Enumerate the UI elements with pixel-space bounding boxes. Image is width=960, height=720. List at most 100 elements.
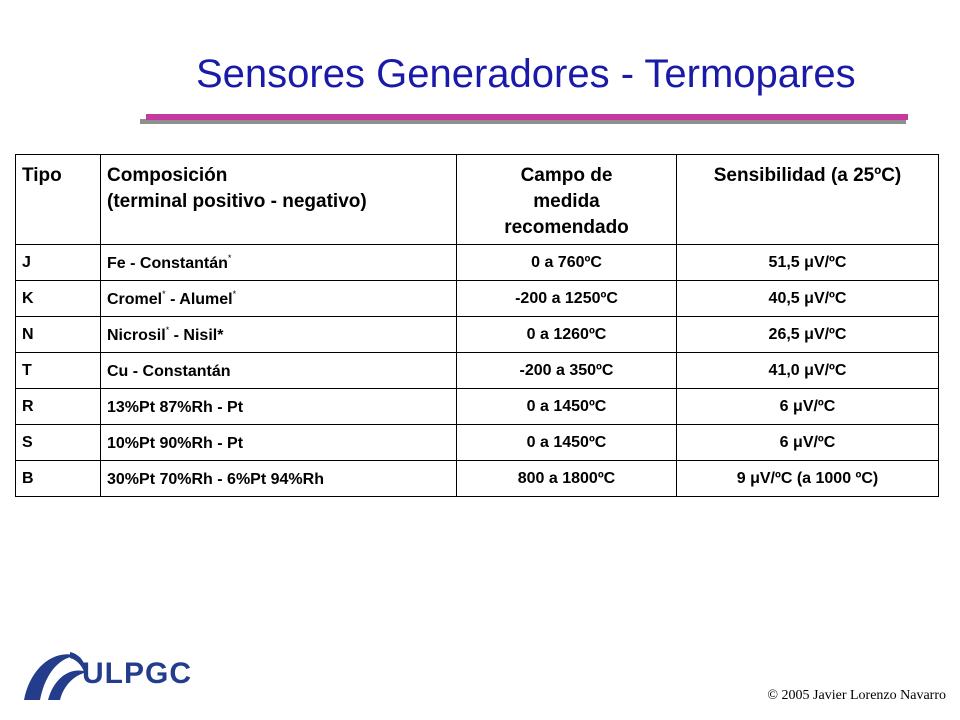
cell-comp-part-b: - Nisil*: [169, 326, 224, 344]
table-row: N Nicrosil* - Nisil* 0 a 1260ºC 26,5 μV/ºC: [15, 316, 939, 353]
header-campo: Campo de medida recomendado: [456, 154, 677, 245]
cell-tipo-text: K: [22, 289, 34, 307]
table-row: K Cromel* - Alumel* -200 a 1250ºC 40,5 μV/º…: [15, 280, 939, 317]
cell-comp-sup-a: *: [165, 324, 170, 335]
header-sensibilidad-label: Sensibilidad (a 25ºC): [713, 165, 902, 186]
cell-campo: 0 a 760ºC: [456, 244, 677, 281]
cell-comp-part-a: Cromel: [107, 290, 163, 308]
cell-tipo-text: N: [22, 325, 34, 343]
cell-campo-text: -200 a 350ºC: [519, 361, 614, 379]
cell-sens-number: 6: [779, 433, 794, 451]
cell-campo: 0 a 1450ºC: [456, 388, 677, 425]
cell-comp-part-a: Cu - Constantán: [107, 362, 231, 380]
cell-composicion: Fe - Constantán*: [100, 244, 457, 281]
cell-tipo: B: [15, 460, 101, 497]
table-row: T Cu - Constantán -200 a 350ºC 41,0 μV/ºC: [15, 352, 939, 389]
cell-composicion: Cu - Constantán: [100, 352, 457, 389]
cell-tipo: T: [15, 352, 101, 389]
title-underline-shadow: [140, 119, 906, 124]
cell-comp-part-a: 30%Pt 70%Rh - 6%Pt 94%Rh: [107, 470, 324, 488]
header-campo-line2: medida: [533, 191, 600, 212]
cell-sens-mu: μ: [793, 433, 803, 451]
header-campo-line3: recomendado: [504, 217, 629, 238]
cell-campo-text: 0 a 1450ºC: [526, 433, 607, 451]
cell-campo-text: -200 a 1250ºC: [515, 289, 618, 307]
cell-sensibilidad: 51,5 μV/ºC: [676, 244, 939, 281]
header-campo-line1: Campo de: [520, 165, 613, 186]
cell-comp-part-a: 13%Pt 87%Rh - Pt: [107, 398, 244, 416]
cell-sens-number: 26,5: [768, 325, 805, 343]
cell-campo-text: 800 a 1800ºC: [517, 469, 616, 487]
table-row: J Fe - Constantán* 0 a 760ºC 51,5 μV/ºC: [15, 244, 939, 281]
cell-tipo-text: S: [22, 433, 33, 451]
ulpgc-logo-text: ULPGC: [82, 657, 192, 690]
cell-sens-mu: μ: [750, 469, 760, 487]
cell-comp-part-b: - Alumel: [165, 290, 233, 308]
cell-sensibilidad: 9 μV/ºC (a 1000 ºC): [676, 460, 939, 497]
header-sensibilidad: Sensibilidad (a 25ºC): [676, 154, 939, 245]
header-tipo: Tipo: [15, 154, 101, 245]
cell-tipo-text: T: [22, 361, 32, 379]
cell-sens-unit: V/ºC: [759, 469, 793, 487]
cell-tipo: K: [15, 280, 101, 317]
cell-sens-extra: (a 1000 ºC): [792, 469, 879, 487]
cell-sens-number: 51,5: [768, 253, 805, 271]
cell-campo: 0 a 1450ºC: [456, 424, 677, 461]
title-underline: [146, 114, 908, 120]
ulpgc-swirl-icon: [24, 652, 88, 700]
table-row: S 10%Pt 90%Rh - Pt 0 a 1450ºC 6 μV/ºC: [15, 424, 939, 461]
cell-sens-unit: V/ºC: [813, 289, 847, 307]
cell-sens-unit: V/ºC: [802, 397, 836, 415]
cell-sens-number: 40,5: [768, 289, 805, 307]
table-row: B 30%Pt 70%Rh - 6%Pt 94%Rh 800 a 1800ºC 9 μ…: [15, 460, 939, 497]
cell-sens-unit: V/ºC: [813, 253, 847, 271]
cell-campo-text: 0 a 1260ºC: [526, 325, 607, 343]
header-composicion-line2: (terminal positivo - negativo): [107, 191, 367, 212]
cell-campo-text: 0 a 760ºC: [531, 253, 602, 271]
table-header-row: Tipo Composición (terminal positivo - ne…: [15, 154, 939, 245]
cell-sens-unit: V/ºC: [813, 361, 847, 379]
cell-tipo-text: R: [22, 397, 34, 415]
cell-comp-sup-b: *: [232, 288, 237, 299]
header-tipo-label: Tipo: [22, 165, 62, 186]
cell-sensibilidad: 6 μV/ºC: [676, 424, 939, 461]
copyright-notice: © 2005 Javier Lorenzo Navarro: [767, 688, 946, 703]
cell-sens-mu: μ: [804, 253, 814, 271]
cell-tipo: R: [15, 388, 101, 425]
cell-sensibilidad: 40,5 μV/ºC: [676, 280, 939, 317]
cell-composicion: 30%Pt 70%Rh - 6%Pt 94%Rh: [100, 460, 457, 497]
cell-sens-mu: μ: [793, 397, 803, 415]
cell-sens-mu: μ: [804, 289, 814, 307]
cell-comp-sup-a: *: [227, 252, 232, 263]
cell-tipo: N: [15, 316, 101, 353]
cell-sens-mu: μ: [804, 361, 814, 379]
cell-composicion: 10%Pt 90%Rh - Pt: [100, 424, 457, 461]
cell-campo: 0 a 1260ºC: [456, 316, 677, 353]
cell-sens-unit: V/ºC: [802, 433, 836, 451]
cell-comp-part-a: 10%Pt 90%Rh - Pt: [107, 434, 244, 452]
cell-sens-unit: V/ºC: [813, 325, 847, 343]
cell-comp-part-a: Nicrosil: [107, 326, 166, 344]
cell-sens-number: 6: [779, 397, 794, 415]
cell-composicion: Cromel* - Alumel*: [100, 280, 457, 317]
cell-comp-part-a: Fe - Constantán: [107, 254, 228, 272]
cell-campo-text: 0 a 1450ºC: [526, 397, 607, 415]
cell-campo: 800 a 1800ºC: [456, 460, 677, 497]
cell-sensibilidad: 41,0 μV/ºC: [676, 352, 939, 389]
cell-composicion: 13%Pt 87%Rh - Pt: [100, 388, 457, 425]
cell-sens-mu: μ: [804, 325, 814, 343]
cell-comp-sup-a: *: [162, 288, 166, 299]
cell-sensibilidad: 6 μV/ºC: [676, 388, 939, 425]
cell-sens-number: 41,0: [768, 361, 805, 379]
cell-composicion: Nicrosil* - Nisil*: [100, 316, 457, 353]
header-composicion: Composición (terminal positivo - negativ…: [100, 154, 457, 245]
cell-campo: -200 a 350ºC: [456, 352, 677, 389]
cell-sens-number: 9: [736, 469, 751, 487]
cell-campo: -200 a 1250ºC: [456, 280, 677, 317]
table-row: R 13%Pt 87%Rh - Pt 0 a 1450ºC 6 μV/ºC: [15, 388, 939, 425]
cell-tipo-text: J: [22, 253, 31, 271]
header-composicion-line1: Composición: [107, 165, 228, 186]
thermocouple-table: Tipo Composición (terminal positivo - ne…: [15, 154, 939, 497]
cell-tipo-text: B: [22, 469, 34, 487]
cell-tipo: J: [15, 244, 101, 281]
